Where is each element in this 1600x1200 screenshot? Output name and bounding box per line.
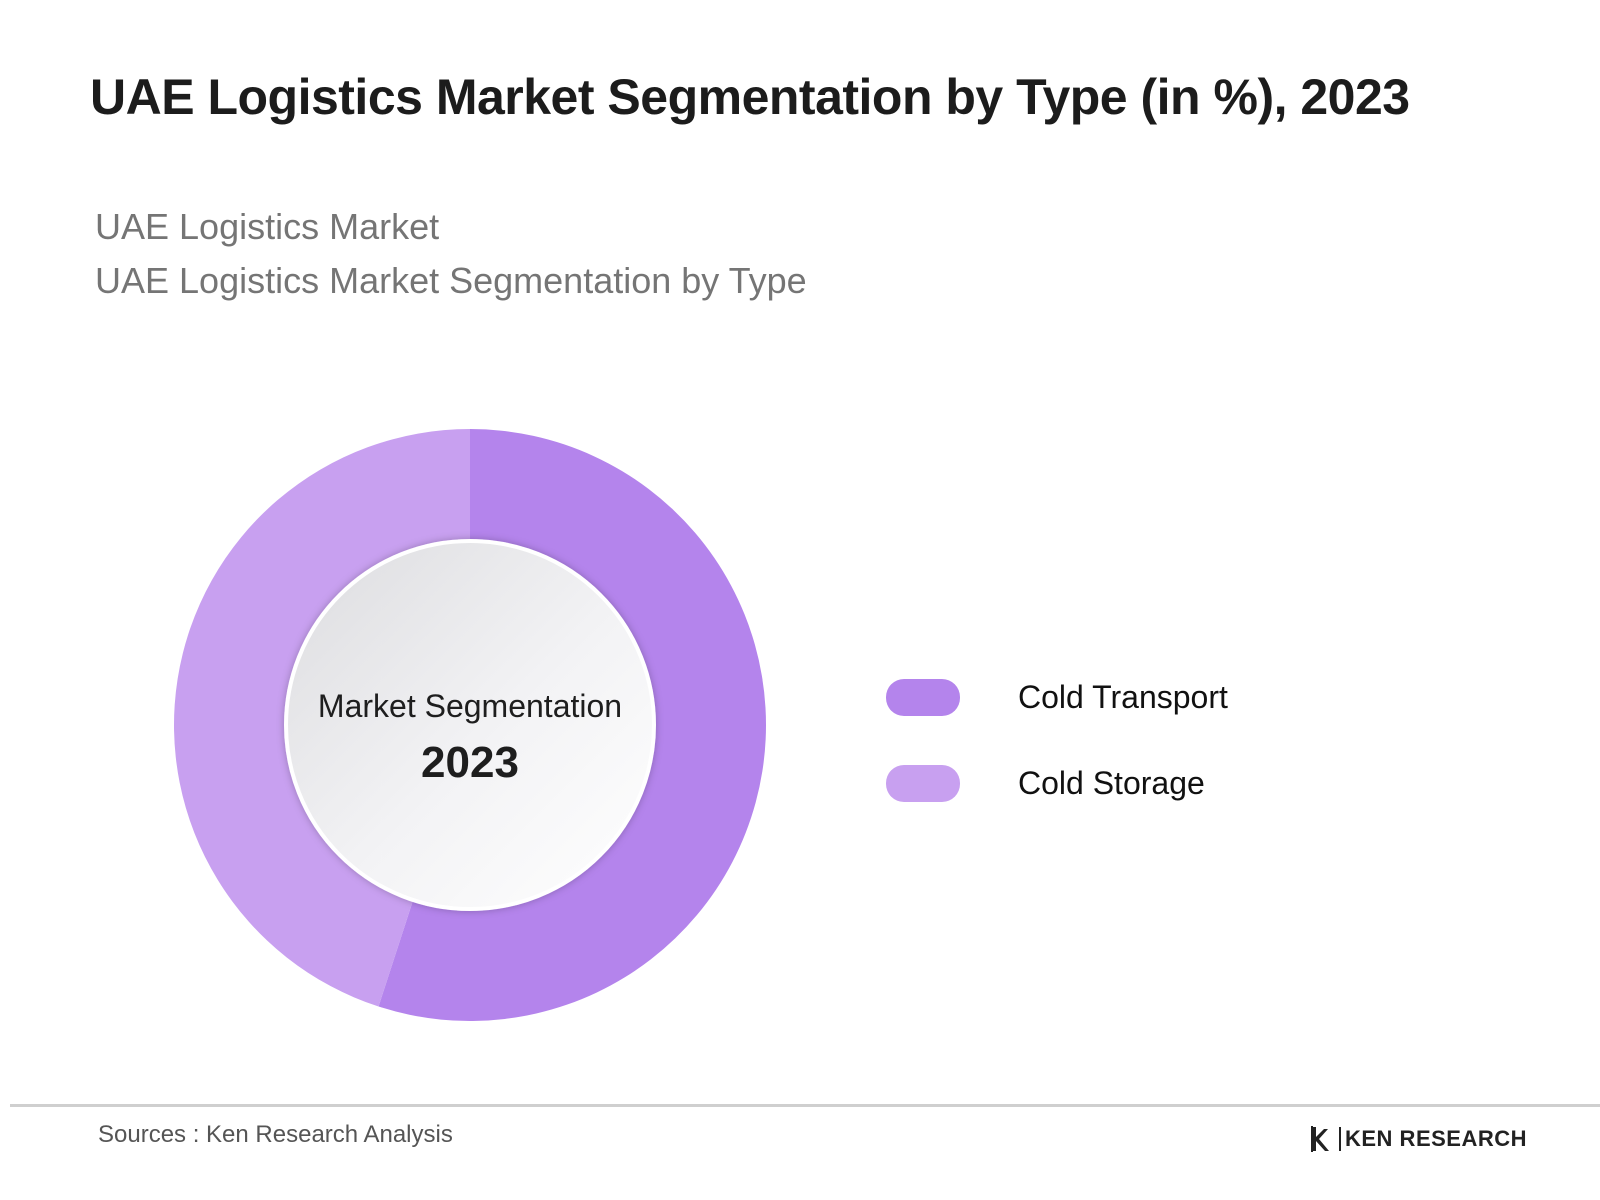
legend-swatch-cold-transport	[886, 678, 960, 716]
donut-center	[284, 539, 656, 911]
legend-label: Cold Storage	[1018, 764, 1205, 801]
page-title: UAE Logistics Market Segmentation by Typ…	[90, 69, 1410, 125]
legend-label: Cold Transport	[1018, 678, 1228, 715]
source-note: Sources : Ken Research Analysis	[98, 1121, 453, 1148]
footer-divider	[10, 1104, 1600, 1107]
center-label-text: Market Segmentation	[317, 688, 623, 724]
legend-item-cold-transport: Cold Transport	[886, 677, 1228, 717]
brand-logo: KEN RESEARCH	[1310, 1124, 1527, 1154]
subtitle-line-1: UAE Logistics Market	[95, 206, 440, 247]
legend-item-cold-storage: Cold Storage	[886, 763, 1205, 803]
ken-research-logo-icon	[1311, 1126, 1329, 1152]
subtitle-line-2: UAE Logistics Market Segmentation by Typ…	[95, 260, 807, 301]
center-label-year: 2023	[421, 738, 519, 787]
brand-name: KEN RESEARCH	[1345, 1126, 1528, 1151]
brand-separator	[1339, 1127, 1341, 1151]
legend-swatch-cold-storage	[886, 764, 960, 802]
